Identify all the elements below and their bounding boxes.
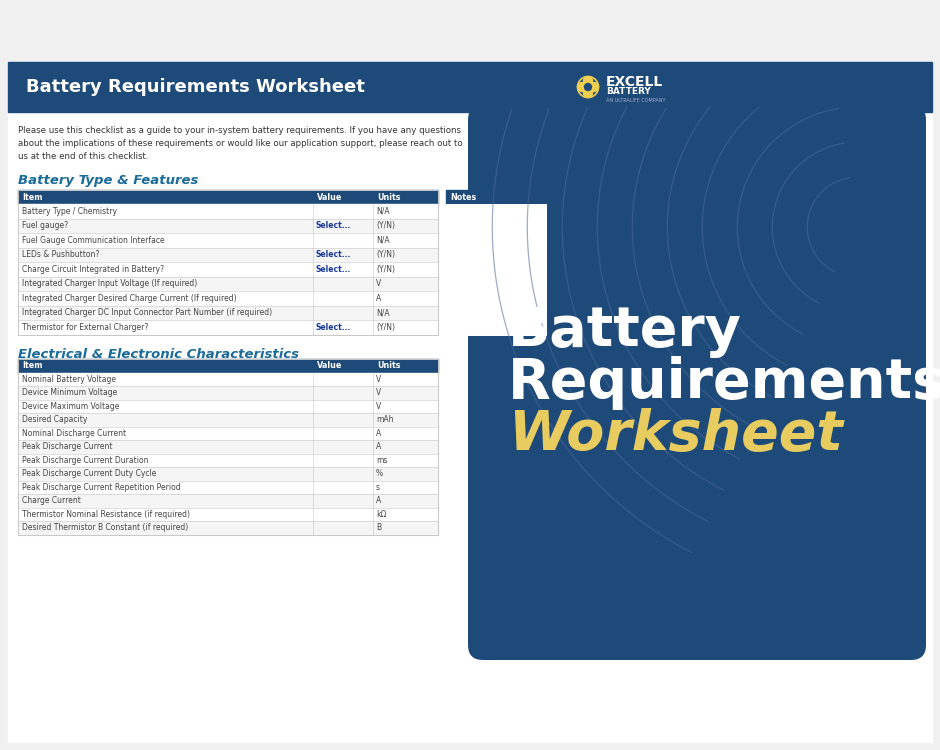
Text: Desired Thermistor B Constant (if required): Desired Thermistor B Constant (if requir… bbox=[22, 524, 188, 532]
Text: Nominal Battery Voltage: Nominal Battery Voltage bbox=[22, 375, 116, 384]
Text: Peak Discharge Current: Peak Discharge Current bbox=[22, 442, 113, 452]
Text: (Y/N): (Y/N) bbox=[376, 221, 395, 230]
Circle shape bbox=[584, 76, 592, 86]
Bar bbox=[18, 320, 438, 334]
Text: Select...: Select... bbox=[316, 221, 352, 230]
Text: N/A: N/A bbox=[376, 207, 389, 216]
Circle shape bbox=[577, 82, 587, 92]
Text: Item: Item bbox=[22, 361, 42, 370]
Text: Worksheet: Worksheet bbox=[508, 407, 843, 461]
Bar bbox=[18, 291, 438, 305]
Text: A: A bbox=[376, 294, 382, 303]
Text: Battery: Battery bbox=[508, 304, 742, 358]
Text: Device Maximum Voltage: Device Maximum Voltage bbox=[22, 402, 119, 411]
Text: Please use this checklist as a guide to your in-system battery requirements. If : Please use this checklist as a guide to … bbox=[18, 126, 462, 161]
Text: Notes: Notes bbox=[450, 193, 477, 202]
Bar bbox=[18, 277, 438, 291]
Text: Integrated Charger Input Voltage (If required): Integrated Charger Input Voltage (If req… bbox=[22, 279, 197, 288]
Text: Value: Value bbox=[317, 361, 342, 370]
Text: Item: Item bbox=[22, 193, 42, 202]
Text: Units: Units bbox=[377, 361, 400, 370]
Bar bbox=[18, 218, 438, 233]
Bar bbox=[18, 481, 438, 494]
Text: B: B bbox=[376, 524, 381, 532]
Circle shape bbox=[585, 83, 591, 91]
Text: A: A bbox=[376, 496, 382, 506]
Text: Value: Value bbox=[317, 193, 342, 202]
Bar bbox=[446, 190, 546, 204]
Text: Battery Type / Chemistry: Battery Type / Chemistry bbox=[22, 207, 117, 216]
Text: Nominal Discharge Current: Nominal Discharge Current bbox=[22, 429, 126, 438]
Text: N/A: N/A bbox=[376, 236, 389, 244]
FancyBboxPatch shape bbox=[468, 105, 926, 660]
Text: Charge Current: Charge Current bbox=[22, 496, 81, 506]
Bar bbox=[18, 305, 438, 320]
Bar bbox=[18, 262, 438, 277]
Bar bbox=[18, 248, 438, 262]
Text: EXCELL: EXCELL bbox=[606, 75, 664, 89]
Text: V: V bbox=[376, 279, 382, 288]
Text: A: A bbox=[376, 429, 382, 438]
Text: (Y/N): (Y/N) bbox=[376, 322, 395, 332]
Text: Peak Discharge Current Duty Cycle: Peak Discharge Current Duty Cycle bbox=[22, 470, 156, 478]
Text: Peak Discharge Current Repetition Period: Peak Discharge Current Repetition Period bbox=[22, 483, 180, 492]
Text: Peak Discharge Current Duration: Peak Discharge Current Duration bbox=[22, 456, 149, 465]
Text: Requirements: Requirements bbox=[508, 356, 940, 410]
Text: V: V bbox=[376, 388, 382, 398]
Bar bbox=[8, 62, 932, 112]
Text: %: % bbox=[376, 470, 384, 478]
Bar bbox=[18, 413, 438, 427]
Text: A: A bbox=[376, 442, 382, 452]
Bar bbox=[18, 508, 438, 521]
Bar bbox=[446, 204, 546, 334]
Bar bbox=[18, 400, 438, 413]
Text: (Y/N): (Y/N) bbox=[376, 251, 395, 260]
Text: Integrated Charger Desired Charge Current (If required): Integrated Charger Desired Charge Curren… bbox=[22, 294, 237, 303]
Text: N/A: N/A bbox=[376, 308, 389, 317]
Bar bbox=[18, 440, 438, 454]
Bar bbox=[18, 521, 438, 535]
Text: Units: Units bbox=[377, 193, 400, 202]
Text: Fuel Gauge Communication Interface: Fuel Gauge Communication Interface bbox=[22, 236, 164, 244]
Bar bbox=[18, 467, 438, 481]
Text: ms: ms bbox=[376, 456, 387, 465]
Circle shape bbox=[584, 88, 592, 98]
Text: AN ULTRALIFE COMPANY: AN ULTRALIFE COMPANY bbox=[606, 98, 666, 103]
Text: V: V bbox=[376, 375, 382, 384]
Bar bbox=[18, 373, 438, 386]
Text: Battery Type & Features: Battery Type & Features bbox=[18, 174, 198, 187]
Bar bbox=[18, 233, 438, 248]
Text: Select...: Select... bbox=[316, 251, 352, 260]
Text: Device Minimum Voltage: Device Minimum Voltage bbox=[22, 388, 118, 398]
Text: mAh: mAh bbox=[376, 416, 394, 424]
Bar bbox=[18, 204, 438, 218]
Circle shape bbox=[589, 82, 599, 92]
Text: BATTERY: BATTERY bbox=[606, 88, 650, 97]
Text: Integrated Charger DC Input Connector Part Number (if required): Integrated Charger DC Input Connector Pa… bbox=[22, 308, 272, 317]
Bar bbox=[18, 190, 438, 204]
Text: Thermistor Nominal Resistance (if required): Thermistor Nominal Resistance (if requir… bbox=[22, 510, 190, 519]
Text: Fuel gauge?: Fuel gauge? bbox=[22, 221, 68, 230]
Bar bbox=[18, 358, 438, 373]
Bar bbox=[18, 386, 438, 400]
Text: Battery Requirements Worksheet: Battery Requirements Worksheet bbox=[26, 78, 365, 96]
Bar bbox=[18, 190, 438, 334]
Bar bbox=[8, 8, 932, 62]
Text: Charge Circuit Integrated in Battery?: Charge Circuit Integrated in Battery? bbox=[22, 265, 164, 274]
Text: V: V bbox=[376, 402, 382, 411]
Text: Thermistor for External Charger?: Thermistor for External Charger? bbox=[22, 322, 149, 332]
Bar bbox=[18, 454, 438, 467]
Bar bbox=[18, 358, 438, 535]
Bar bbox=[18, 494, 438, 508]
Text: kΩ: kΩ bbox=[376, 510, 386, 519]
Text: (Y/N): (Y/N) bbox=[376, 265, 395, 274]
Text: Desired Capacity: Desired Capacity bbox=[22, 416, 87, 424]
Text: Select...: Select... bbox=[316, 265, 352, 274]
Text: Select...: Select... bbox=[316, 322, 352, 332]
Bar bbox=[18, 427, 438, 440]
Text: s: s bbox=[376, 483, 380, 492]
Text: LEDs & Pushbutton?: LEDs & Pushbutton? bbox=[22, 251, 100, 260]
Text: Electrical & Electronic Characteristics: Electrical & Electronic Characteristics bbox=[18, 349, 299, 361]
